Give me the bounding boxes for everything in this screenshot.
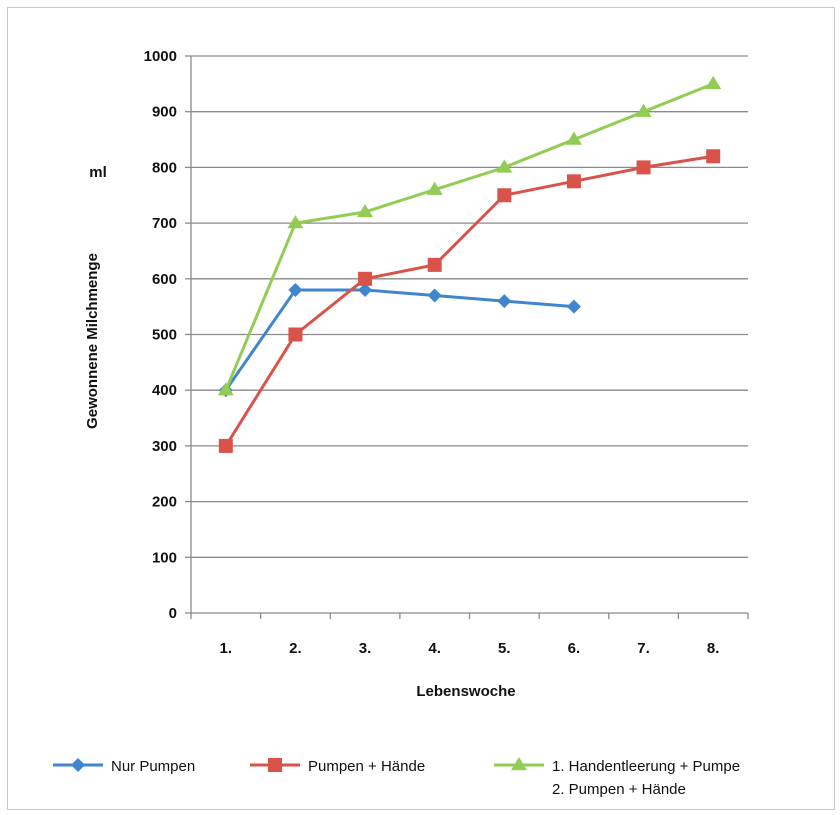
x-tick-label-8: 8. [707,640,720,657]
y-tick-label-900: 900 [152,104,177,121]
legend-label-handentleerung-line1: 1. Handentleerung + Pumpe [552,758,740,775]
legend-label-pumpen-haende: Pumpen + Hände [308,758,425,775]
y-tick-label-800: 800 [152,159,177,176]
legend-item-handentleerung: 1. Handentleerung + Pumpe 2. Pumpen + Hä… [494,757,740,798]
tick-labels: 0 100 200 300 400 500 600 700 800 900 1000 1. 2. 3. 4.… [144,48,720,657]
point-nur-pumpen-2 [288,282,303,297]
series-line-pumpen-hande [224,154,714,447]
point-nur-pumpen-3 [358,282,373,297]
point-pumpen-hande-1 [218,438,233,453]
series-pumpen-hande [218,149,721,453]
x-tick-label-1: 1. [220,640,233,657]
legend-marker-nur-pumpen [71,758,85,772]
series-nur-pumpen [218,282,581,398]
x-tick-label-7: 7. [637,640,650,657]
series [217,75,722,453]
point-pumpen-hande-8 [706,149,721,164]
point-pumpen-hande-7 [636,160,651,175]
axes [185,55,749,619]
y-axis-unit: ml [89,164,107,181]
y-axis-label: Gewonnene Milchmenge [84,253,101,429]
x-tick-label-6: 6. [568,640,581,657]
point-1-handentleerung-pumpe-7 [635,103,652,117]
point-1-handentleerung-pumpe-8 [705,75,722,90]
legend-symbol-pumpen-hande [268,758,282,772]
legend-symbol-1-handentleerung-pumpe [511,757,527,771]
legend-marker-pumpen-haende [268,758,282,772]
line-chart: 0 100 200 300 400 500 600 700 800 900 1000 1. 2. 3. 4.… [53,48,749,798]
series-line-1-handentleerung-pumpe [224,82,714,391]
series-line-nur-pumpen [224,288,575,392]
y-tick-label-400: 400 [152,382,177,399]
y-tick-label-100: 100 [152,549,177,566]
gridlines [191,55,748,558]
point-nur-pumpen-4 [427,288,442,303]
x-axis-label: Lebenswoche [416,683,515,700]
point-pumpen-hande-6 [566,174,581,189]
chart-frame: 0 100 200 300 400 500 600 700 800 900 1000 1. 2. 3. 4.… [7,7,835,810]
point-pumpen-hande-5 [497,188,512,203]
point-1-handentleerung-pumpe-2 [287,215,304,229]
legend: Nur Pumpen Pumpen + Hände 1. Handentleer… [53,757,740,798]
x-tick-label-3: 3. [359,640,372,657]
y-tick-label-500: 500 [152,327,177,344]
point-pumpen-hande-4 [427,257,442,272]
y-tick-label-600: 600 [152,271,177,288]
point-1-handentleerung-pumpe-5 [496,159,513,173]
legend-label-handentleerung-line2: 2. Pumpen + Hände [552,781,686,798]
point-1-handentleerung-pumpe-6 [565,131,582,145]
y-tick-label-300: 300 [152,438,177,455]
point-1-handentleerung-pumpe-3 [357,203,374,218]
point-nur-pumpen-6 [566,299,581,314]
legend-item-nur-pumpen: Nur Pumpen [53,758,195,775]
point-1-handentleerung-pumpe-1 [217,382,234,396]
point-1-handentleerung-pumpe-4 [426,181,443,195]
legend-symbol-nur-pumpen [71,758,85,772]
legend-label-nur-pumpen: Nur Pumpen [111,758,195,775]
legend-marker-handentleerung [511,757,527,771]
series-1-handentleerung-pumpe [217,75,722,396]
point-pumpen-hande-2 [288,327,303,342]
y-tick-label-700: 700 [152,215,177,232]
x-tick-label-5: 5. [498,640,511,657]
y-tick-label-0: 0 [169,605,177,622]
x-tick-label-4: 4. [428,640,441,657]
point-nur-pumpen-5 [497,294,512,309]
y-tick-label-200: 200 [152,494,177,511]
y-tick-label-1000: 1000 [144,48,177,65]
point-pumpen-hande-3 [358,271,373,286]
x-tick-label-2: 2. [289,640,302,657]
legend-item-pumpen-haende: Pumpen + Hände [250,758,425,775]
